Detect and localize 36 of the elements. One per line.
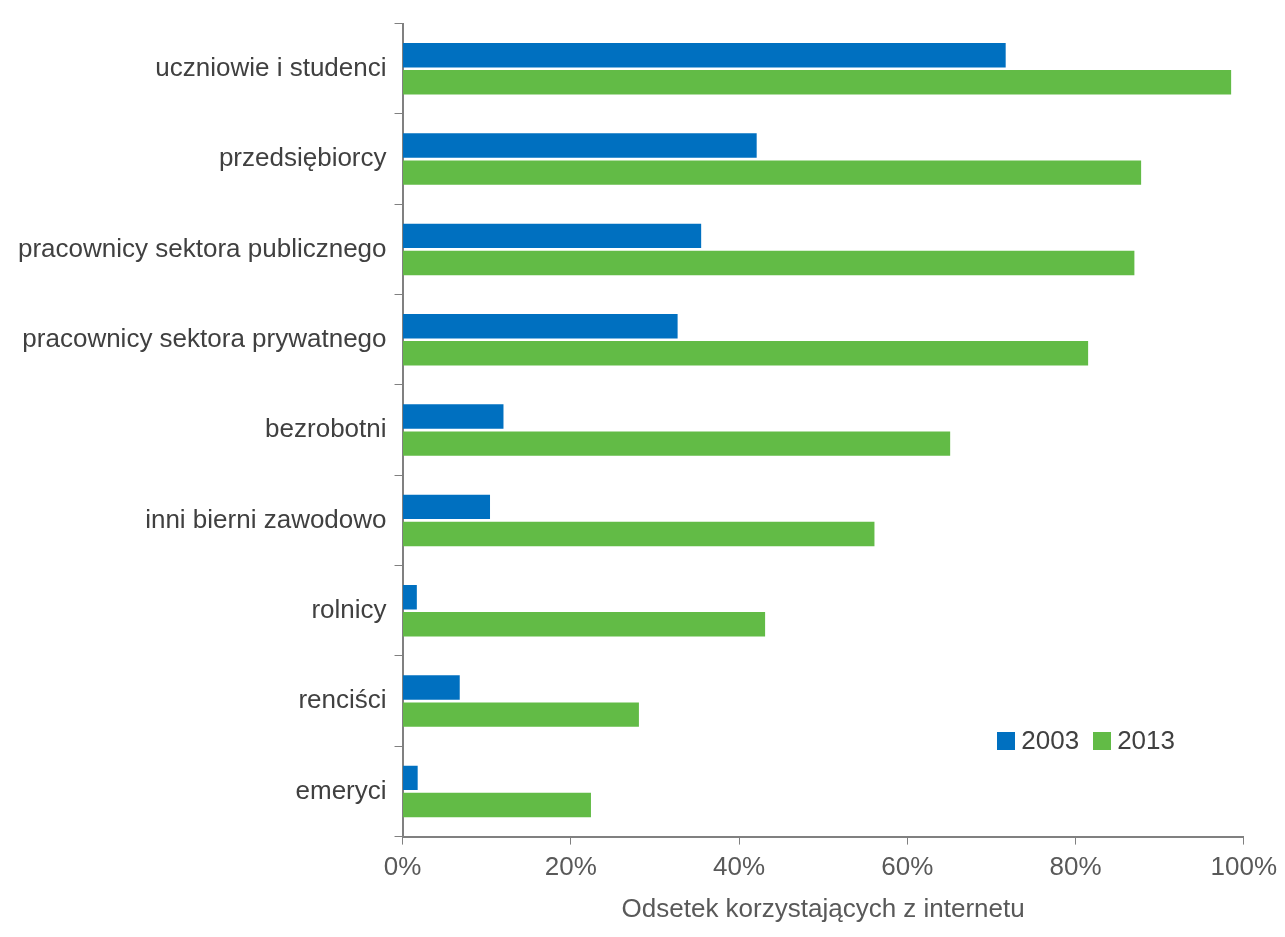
bar [403,675,460,700]
bar [403,792,591,818]
bar [403,70,1232,95]
bar [403,250,1135,276]
legend-label: 2003 [1021,725,1080,756]
y-tick-label: emeryci [295,774,387,805]
bar [403,314,678,339]
y-tick-label: pracownicy sektora publicznego [17,232,387,263]
x-tick-label: 80% [1049,851,1102,882]
bar [403,160,1142,185]
y-tick-label: bezrobotni [265,413,387,444]
bar [403,133,757,158]
x-axis-title: Odsetek korzystających z internetu [621,892,1025,923]
bar [403,431,951,456]
y-tick-label: pracownicy sektora prywatnego [22,322,387,353]
bar [403,612,766,637]
bar [403,521,875,547]
bar [403,43,1006,68]
bar [403,702,639,727]
y-tick-label: renciści [298,684,387,715]
bar [403,585,417,610]
bar [403,404,504,429]
x-tick-label: 60% [881,851,934,882]
x-tick-label: 20% [544,851,597,882]
x-tick-label: 40% [713,851,766,882]
x-tick-label: 0% [383,851,422,882]
bar [403,765,418,791]
y-tick-label: uczniowie i studenci [155,51,387,82]
y-tick-label: przedsiębiorcy [218,142,387,173]
bar [403,341,1089,366]
y-tick-label: rolnicy [311,593,387,624]
y-tick-label: inni bierni zawodowo [145,503,387,534]
legend-label: 2013 [1117,725,1175,756]
x-tick-label: 100% [1210,851,1277,882]
bar [403,223,702,249]
bar [403,494,491,520]
